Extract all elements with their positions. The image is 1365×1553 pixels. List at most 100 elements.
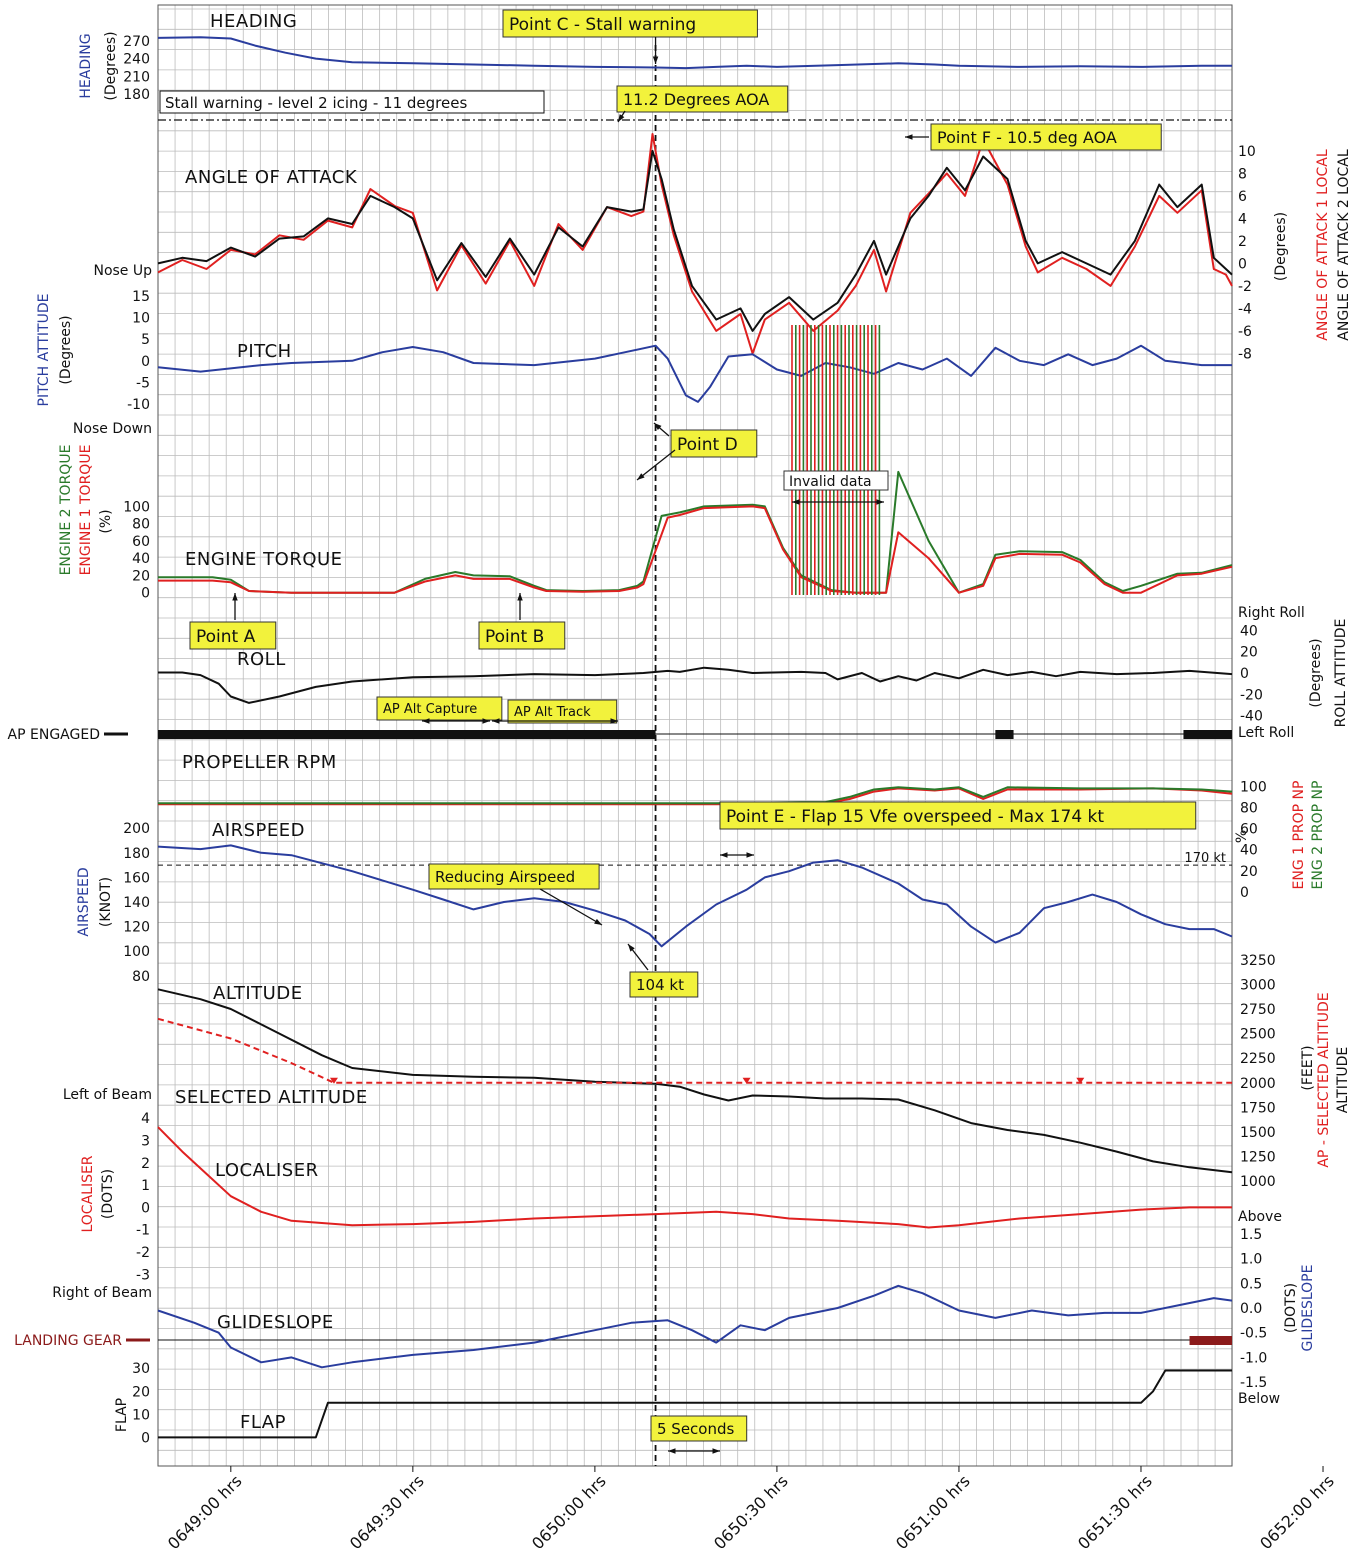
- reducing-text: Reducing Airspeed: [435, 868, 575, 886]
- point-c-box: [502, 9, 758, 38]
- pitch-series-label: PITCH ATTITUDE: [36, 294, 52, 407]
- annotations: Point C - Stall warning 11.2 Degrees AOA P…: [189, 9, 1197, 1454]
- rpm-tick-label: 20: [1240, 864, 1258, 880]
- ap-capture-arrow-right-head: [482, 718, 490, 724]
- aoa-series-0: [157, 133, 1233, 355]
- localiser-tick-label: -3: [136, 1267, 150, 1283]
- point-a-arrow-head: [232, 593, 238, 601]
- invalid-data-text: Invalid data: [789, 474, 872, 490]
- aoa-tick-label: 0: [1238, 256, 1247, 272]
- selected-altitude-marker: [329, 1077, 338, 1084]
- roll-tick-label: 20: [1240, 645, 1258, 661]
- pitch-tick-label: 10: [132, 311, 150, 327]
- aoa-tick-label: 10: [1238, 144, 1256, 160]
- point-d-box: [670, 429, 758, 458]
- roll-tick-label: -20: [1240, 687, 1263, 703]
- aoa-panel-label: ANGLE OF ATTACK: [185, 167, 358, 188]
- altitude-tick-label: 2000: [1240, 1076, 1276, 1092]
- altitude-tick-label: 1500: [1240, 1125, 1276, 1141]
- aoa-series-1: [157, 149, 1233, 332]
- localiser-tick-label: 3: [141, 1133, 150, 1149]
- ap-track-arrow-right-head: [610, 718, 618, 724]
- localiser-top-note: Left of Beam: [63, 1087, 152, 1103]
- five-sec-text: 5 Seconds: [657, 1420, 735, 1438]
- point-d-arrow2: [636, 449, 676, 481]
- invalid-arrow-left-head: [792, 499, 800, 505]
- reducing-arrow-head: [594, 918, 602, 925]
- invalid-data-box: [783, 470, 889, 491]
- glideslope-panel-label: GLIDESLOPE: [217, 1312, 334, 1333]
- discrete-label: LANDING GEAR: [14, 1333, 122, 1349]
- aoa-tick-label: 8: [1238, 166, 1247, 182]
- selected-altitude-marker: [742, 1077, 751, 1084]
- pitch-top-note: Nose Up: [93, 263, 152, 279]
- aoa-tick-label: -4: [1238, 301, 1252, 317]
- airspeed-series-label: AIRSPEED: [76, 867, 92, 936]
- kt104-text: 104 kt: [636, 976, 684, 994]
- torque-tick-label: 60: [132, 534, 150, 550]
- torque1-series-label: ENGINE 1 TORQUE: [78, 445, 94, 576]
- roll-bottom-note: Left Roll: [1238, 725, 1294, 741]
- aoa-peak-box: [616, 85, 789, 113]
- point-d-arrow2-head: [637, 473, 645, 480]
- flap-tick-label: 30: [132, 1361, 150, 1377]
- localiser-tick-label: -1: [136, 1223, 150, 1239]
- flap-tick-label: 0: [141, 1430, 150, 1446]
- glideslope-bottom-note: Below: [1238, 1391, 1280, 1407]
- discrete-bar: [1183, 730, 1232, 739]
- aoa2-series-label: ANGLE OF ATTACK 2 LOCAL: [1336, 149, 1352, 341]
- pitch-bottom-note: Nose Down: [73, 421, 152, 437]
- flap-tick-label: 20: [132, 1384, 150, 1400]
- aoa-tick-label: 2: [1238, 234, 1247, 250]
- torque-tick-label: 0: [141, 586, 150, 602]
- altitude-tick-label: 1000: [1240, 1174, 1276, 1190]
- pitch-panel-label: PITCH: [237, 341, 292, 362]
- ap-alt-capture-text: AP Alt Capture: [383, 702, 477, 717]
- stall-warning-box: [159, 90, 545, 114]
- kt104-box: [629, 971, 699, 998]
- point-f-arrow-head: [905, 134, 913, 140]
- selected-altitude-marker: [1076, 1077, 1085, 1084]
- roll-panel-label: ROLL: [237, 649, 286, 670]
- localiser-tick-label: 2: [141, 1156, 150, 1172]
- pitch-tick-label: 15: [132, 289, 150, 305]
- aoa-tick-label: -6: [1238, 324, 1252, 340]
- five-sec-arrow-left-head: [668, 1448, 676, 1454]
- glideslope-tick-label: -0.5: [1240, 1326, 1267, 1342]
- altitude-tick-label: 2500: [1240, 1027, 1276, 1043]
- altitude-axis-title: (FEET): [1300, 1045, 1316, 1090]
- glideslope-tick-label: 0.0: [1240, 1301, 1262, 1317]
- discrete-bar: [1189, 1336, 1232, 1345]
- rpm2-series-label: ENG 2 PROP NP: [1310, 781, 1326, 890]
- altitude-tick-label: 2750: [1240, 1002, 1276, 1018]
- localiser-series-0: [157, 1126, 1232, 1229]
- five-sec-box: [650, 1415, 748, 1442]
- airspeed-series-0: [157, 844, 1233, 948]
- airspeed-reference-label: 170 kt: [1184, 851, 1226, 866]
- altitude-series-0: [157, 988, 1233, 1174]
- glideslope-series-label: GLIDESLOPE: [1300, 1265, 1316, 1352]
- rpm-panel-label: PROPELLER RPM: [182, 752, 337, 773]
- airspeed-tick-label: 180: [123, 846, 150, 862]
- localiser-tick-label: 0: [141, 1200, 150, 1216]
- torque-tick-label: 40: [132, 551, 150, 567]
- point-d-text: Point D: [677, 435, 738, 455]
- reducing-box: [428, 863, 600, 890]
- ap-capture-arrow-left-head: [422, 718, 430, 724]
- localiser-tick-label: 4: [141, 1111, 150, 1127]
- heading-tick-label: 270: [123, 34, 150, 50]
- selected-altitude-panel-label: SELECTED ALTITUDE: [175, 1087, 368, 1108]
- invalid-arrow-right-head: [876, 499, 884, 505]
- stall-warning-label: Stall warning - level 2 icing - 11 degre…: [165, 94, 467, 112]
- ap-track-arrow-left-head: [492, 718, 500, 724]
- point-e-box: [719, 801, 1197, 830]
- roll-axis-title: (Degrees): [1308, 638, 1324, 707]
- airspeed-tick-label: 100: [123, 944, 150, 960]
- torque2-series-label: ENGINE 2 TORQUE: [58, 445, 74, 576]
- localiser-axis-title: (DOTS): [100, 1169, 116, 1219]
- torque-panel-label: ENGINE TORQUE: [185, 549, 343, 570]
- glideslope-tick-label: 1.5: [1240, 1227, 1262, 1243]
- point-a-box: [189, 621, 277, 650]
- torque-series-1: [158, 470, 1233, 594]
